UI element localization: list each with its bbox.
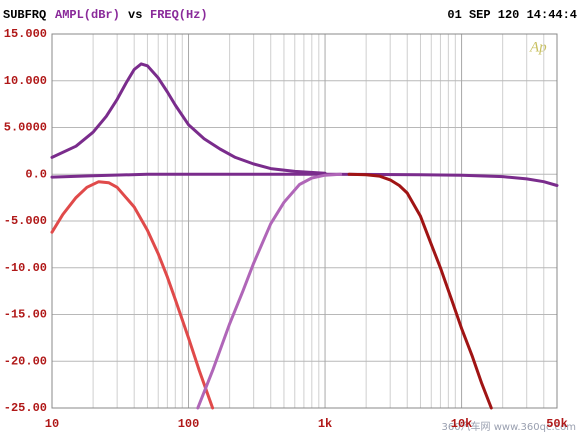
header-name: SUBFRQ <box>3 8 46 22</box>
y-tick-label: 10.000 <box>4 74 47 88</box>
header-vs: vs <box>128 8 142 22</box>
y-tick-label: 5.0000 <box>4 121 47 135</box>
y-tick-label: 0.0 <box>25 167 47 181</box>
y-tick-label: -25.00 <box>4 401 47 415</box>
y-tick-label: 15.000 <box>4 27 47 41</box>
x-axis-label: FREQ(Hz) <box>150 8 208 22</box>
y-tick-label: -15.00 <box>4 308 47 322</box>
watermark: 360汽车网 www.360qc.com <box>441 420 576 433</box>
series-line <box>50 62 327 175</box>
y-axis-label: AMPL(dBr) <box>55 8 120 22</box>
x-tick-label: 100 <box>178 417 200 431</box>
logo: Ap <box>529 39 547 55</box>
series-line <box>50 180 215 410</box>
x-tick-label: 10 <box>45 417 59 431</box>
series-line <box>50 172 559 187</box>
plot-frame <box>51 33 558 409</box>
header-date: 01 SEP 120 14:44:4 <box>447 8 577 22</box>
series-line <box>347 172 493 410</box>
y-tick-label: -10.00 <box>4 261 47 275</box>
y-tick-label: -5.000 <box>4 214 47 228</box>
series-line <box>196 172 343 410</box>
x-tick-label: 10k <box>451 417 473 431</box>
y-tick-label: -20.00 <box>4 354 47 368</box>
x-tick-label: 1k <box>318 417 332 431</box>
x-tick-label: 50k <box>546 417 568 431</box>
